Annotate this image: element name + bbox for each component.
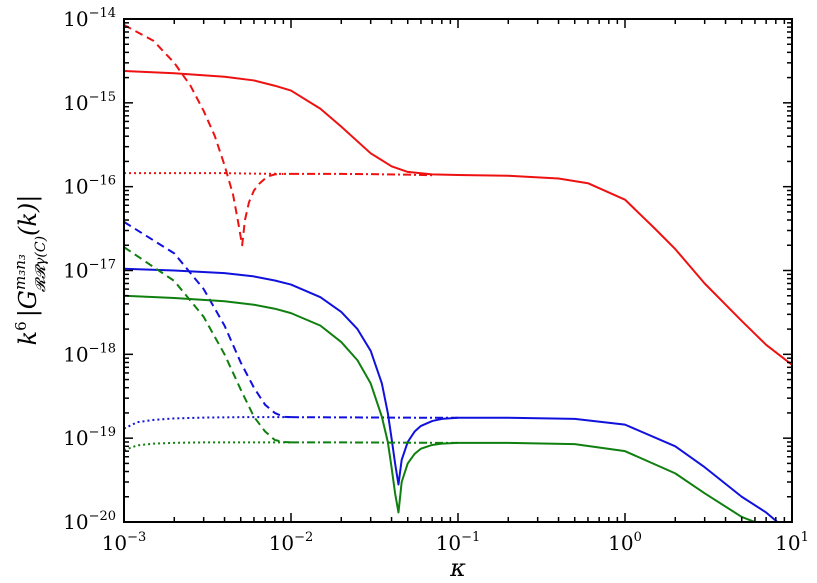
- y-tick-label-4: 10−18: [63, 341, 116, 366]
- series-green-dashed-9: [124, 246, 292, 444]
- y-axis-label-sub: 𝓡𝓡γ(C): [33, 236, 49, 292]
- y-tick-label-0: 10−14: [63, 6, 116, 31]
- y-tick-label-2: 10−16: [63, 174, 116, 199]
- ticks-layer: [123, 18, 793, 523]
- series-green-solid-8: [124, 294, 756, 522]
- y-tick-label-5: 10−19: [63, 425, 116, 450]
- y-axis-label-prefix: k: [14, 331, 42, 346]
- series-blue-solid-4: [124, 267, 779, 522]
- y-axis-label-body: |G: [14, 290, 43, 317]
- x-tick-label-4: 101: [775, 530, 809, 555]
- x-tick-label-1: 10−2: [269, 530, 314, 555]
- series-blue-dashdot-7: [290, 416, 458, 419]
- y-axis-label: k6 |Gm₃n₃ 𝓡𝓡γ(C)(k)|: [11, 195, 49, 346]
- x-tick-label-3: 100: [608, 530, 642, 555]
- x-tick-label-0: 10−3: [102, 530, 147, 555]
- x-axis-label: κ: [449, 554, 466, 582]
- y-axis-label-sup: m₃n₃: [11, 254, 29, 290]
- y-tick-label-6: 10−20: [63, 509, 116, 534]
- series-red-dashdot-3: [291, 172, 433, 177]
- series-red-dotted-2: [124, 172, 292, 175]
- y-axis-label-prefix-exp: 6: [12, 321, 30, 331]
- x-tick-label-2: 10−1: [436, 530, 481, 555]
- series-layer: [124, 24, 792, 522]
- labels-layer: 10−3 10−2 10−1 100 101 10−14 10−15 10−16 10−17 10…: [63, 6, 809, 555]
- series-red-dashed-1: [124, 24, 284, 247]
- series-red-solid-0: [124, 69, 792, 366]
- plot-frame: [123, 18, 793, 523]
- y-tick-label-3: 10−17: [63, 258, 116, 283]
- series-blue-dotted-6: [124, 416, 291, 430]
- y-axis-label-tail: (k)|: [14, 195, 43, 236]
- series-blue-dashed-5: [124, 221, 292, 419]
- series-green-dotted-10: [124, 441, 291, 452]
- y-tick-label-1: 10−15: [63, 90, 116, 115]
